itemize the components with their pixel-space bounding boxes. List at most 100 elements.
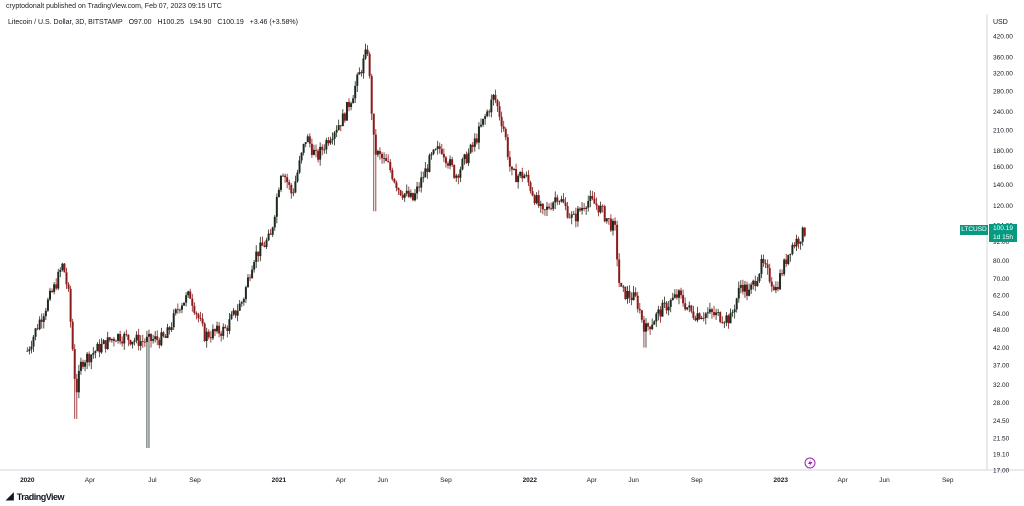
candle: [191, 293, 194, 312]
candle: [36, 323, 39, 331]
candle: [682, 289, 685, 307]
last-price-box: 100.19 1d 15h: [989, 224, 1017, 242]
candle: [273, 215, 276, 231]
candle: [510, 166, 513, 176]
candle: [667, 301, 670, 316]
candle: [661, 299, 664, 317]
candle: [721, 316, 724, 324]
candle: [457, 174, 460, 185]
y-tick-label: 92.00: [993, 239, 1010, 246]
candle: [581, 202, 584, 215]
candle: [30, 340, 33, 354]
candle: [537, 190, 540, 208]
candle: [395, 180, 398, 192]
candle: [32, 334, 35, 352]
candle: [710, 307, 713, 319]
candle: [391, 167, 394, 181]
candle: [368, 51, 371, 79]
y-tick-label: 120.00: [993, 203, 1013, 210]
candle: [90, 354, 93, 370]
candle: [432, 149, 435, 156]
candle: [257, 251, 260, 262]
candle: [238, 299, 241, 312]
candle: [698, 312, 701, 320]
candle: [702, 312, 705, 322]
candle: [473, 133, 476, 152]
candle: [199, 311, 202, 322]
candle: [372, 113, 375, 212]
candle: [500, 111, 503, 133]
candle: [315, 144, 318, 158]
candle: [694, 315, 697, 322]
candle: [632, 285, 635, 301]
candle: [211, 324, 214, 341]
candle: [484, 113, 487, 125]
candle: [63, 263, 66, 273]
candle: [201, 313, 204, 327]
x-tick-label: Sep: [189, 477, 201, 484]
candle: [578, 207, 581, 212]
candle: [100, 338, 103, 354]
candle: [488, 109, 491, 117]
candle: [329, 136, 332, 145]
candle: [512, 167, 515, 171]
candle: [803, 227, 806, 238]
candle: [665, 301, 668, 314]
candle: [282, 173, 285, 177]
candle: [562, 192, 565, 204]
candle: [700, 315, 703, 320]
candle: [170, 322, 173, 333]
candle: [642, 315, 645, 348]
candle: [185, 292, 188, 307]
candle: [114, 339, 117, 342]
candle: [207, 329, 210, 340]
candle: [801, 226, 804, 246]
candle: [688, 301, 691, 313]
candle: [783, 258, 786, 277]
lightning-icon[interactable]: [804, 457, 816, 469]
y-tick-label: 280.00: [993, 88, 1013, 95]
candle: [548, 203, 551, 210]
candle: [449, 155, 452, 170]
candle: [79, 357, 82, 375]
candle: [438, 142, 441, 154]
candle: [498, 101, 501, 121]
candle: [574, 207, 577, 228]
candle: [756, 276, 759, 287]
candle: [296, 169, 299, 183]
candle: [570, 211, 573, 225]
candle: [541, 203, 544, 215]
candle: [506, 133, 509, 160]
candle: [300, 152, 303, 164]
candle: [251, 265, 254, 279]
candle: [508, 150, 511, 172]
candle: [290, 183, 293, 199]
candle: [467, 148, 470, 167]
candle: [634, 287, 637, 298]
y-tick-label: 62.00: [993, 292, 1010, 299]
candle: [611, 218, 614, 236]
legend-high: H100.25: [157, 19, 184, 26]
candle: [28, 346, 31, 355]
candle: [213, 328, 216, 337]
candle: [461, 157, 464, 171]
candle: [729, 308, 732, 324]
candle: [424, 161, 427, 178]
candle: [131, 341, 134, 349]
candle: [719, 311, 722, 324]
candle: [59, 267, 62, 278]
candle: [558, 200, 561, 205]
candle: [764, 259, 767, 269]
candle: [680, 287, 683, 299]
candle: [193, 302, 196, 315]
candle: [539, 200, 542, 213]
candle: [356, 72, 359, 92]
candle: [781, 269, 784, 277]
footer-brand[interactable]: ◢ TradingView: [6, 491, 65, 502]
y-tick-label: 24.50: [993, 418, 1010, 425]
candle: [267, 229, 270, 242]
candle: [143, 338, 146, 347]
candle: [129, 339, 132, 346]
legend-close: C100.19: [217, 19, 244, 26]
